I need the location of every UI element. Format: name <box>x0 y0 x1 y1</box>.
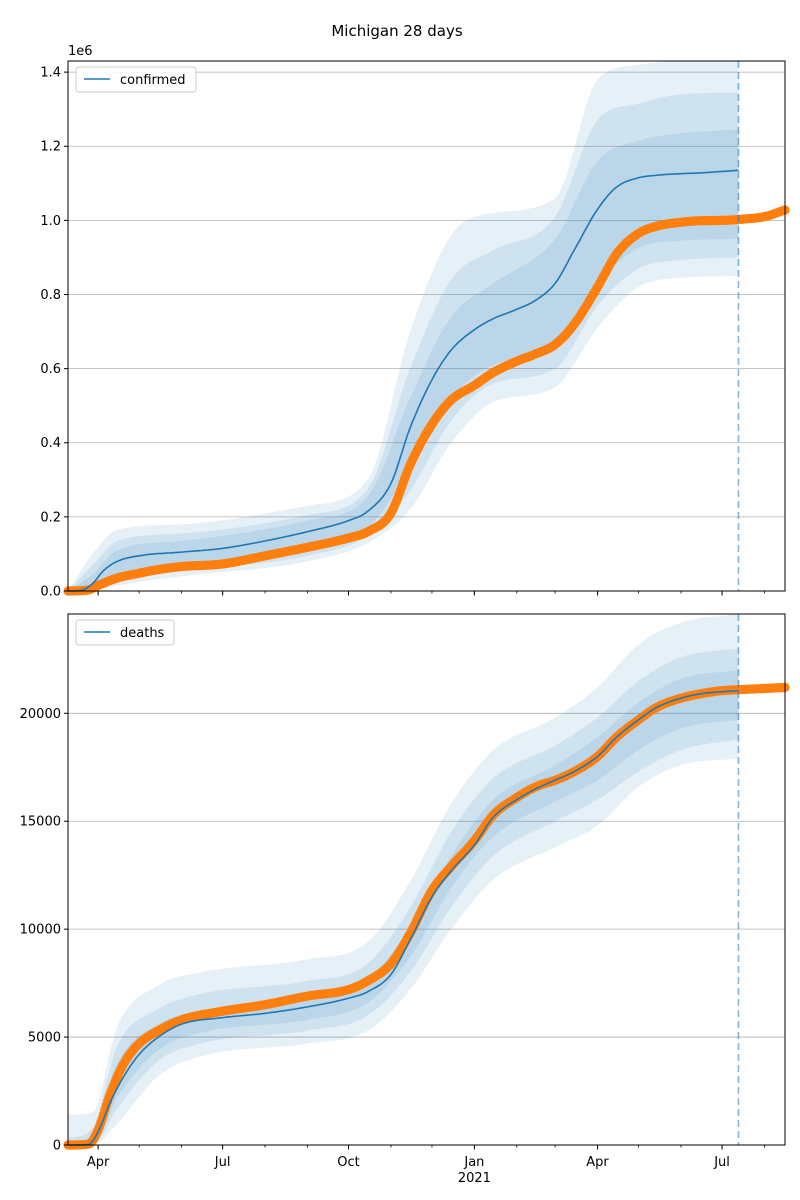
observed-confirmed-series <box>63 205 790 596</box>
legend-box <box>75 619 175 646</box>
y-axis-deaths: 0 5000 10000 15000 20000 <box>20 707 68 1154</box>
legend-deaths: deaths <box>75 619 175 646</box>
confidence-band <box>68 129 739 591</box>
y-tick-label: 5000 <box>28 1031 61 1046</box>
y-axis-confirmed: 0.0 0.2 0.4 0.6 0.8 1.0 1.2 1.4 <box>40 66 68 600</box>
x-tick-label: Jul <box>214 1155 231 1170</box>
x-year-label: 2021 <box>458 1171 491 1186</box>
x-axis-ticks-confirmed <box>97 591 765 596</box>
y-tick-label: 0.8 <box>40 288 61 303</box>
x-tick-label: Jul <box>713 1155 730 1170</box>
model-deaths-series <box>68 689 739 1146</box>
model-median-line <box>68 689 739 1146</box>
x-tick-label: Oct <box>337 1155 359 1170</box>
legend-confirmed: confirmed <box>75 66 197 93</box>
y-tick-label: 1.2 <box>40 140 61 155</box>
y-tick-label: 20000 <box>20 707 61 722</box>
axes-frame-deaths <box>67 613 786 1146</box>
deaths-panel: 0 5000 10000 15000 20000 Apr Jul Oct Jan Apr Jul 2… <box>20 613 790 1186</box>
y-tick-label: 1.4 <box>40 66 61 81</box>
confidence-band <box>68 92 739 591</box>
legend-label-confirmed: confirmed <box>120 73 186 88</box>
y-tick-label: 1.0 <box>40 214 61 229</box>
y-tick-label: 15000 <box>20 815 61 830</box>
model-confirmed-series <box>67 169 739 592</box>
y-tick-label: 0.0 <box>40 585 61 600</box>
y-tick-label: 0.4 <box>40 436 61 451</box>
axes-frame-confirmed <box>67 60 786 592</box>
x-tick-label: Apr <box>586 1155 609 1170</box>
x-axis-deaths: Apr Jul Oct Jan Apr Jul 2021 <box>87 1145 765 1186</box>
legend-box <box>75 66 197 93</box>
grid-lines-deaths <box>68 712 785 1038</box>
chart-title: Michigan 28 days <box>331 22 462 40</box>
y-tick-label: 0.2 <box>40 510 61 525</box>
x-tick-label: Jan <box>463 1155 484 1170</box>
y-tick-label: 0 <box>53 1139 61 1154</box>
confidence-band <box>68 61 739 591</box>
model-median-line <box>67 169 739 592</box>
y-offset-label: 1e6 <box>68 44 93 59</box>
x-tick-label: Apr <box>87 1155 110 1170</box>
y-tick-label: 10000 <box>20 923 61 938</box>
confidence-band <box>68 670 739 1145</box>
legend-label-deaths: deaths <box>120 626 165 641</box>
confirmed-panel: 0.0 0.2 0.4 0.6 0.8 1.0 1.2 1.4 1e6 confirmed <box>40 44 790 600</box>
y-tick-label: 0.6 <box>40 362 61 377</box>
confidence-bands-deaths <box>68 614 739 1145</box>
confidence-bands-confirmed <box>68 61 739 591</box>
